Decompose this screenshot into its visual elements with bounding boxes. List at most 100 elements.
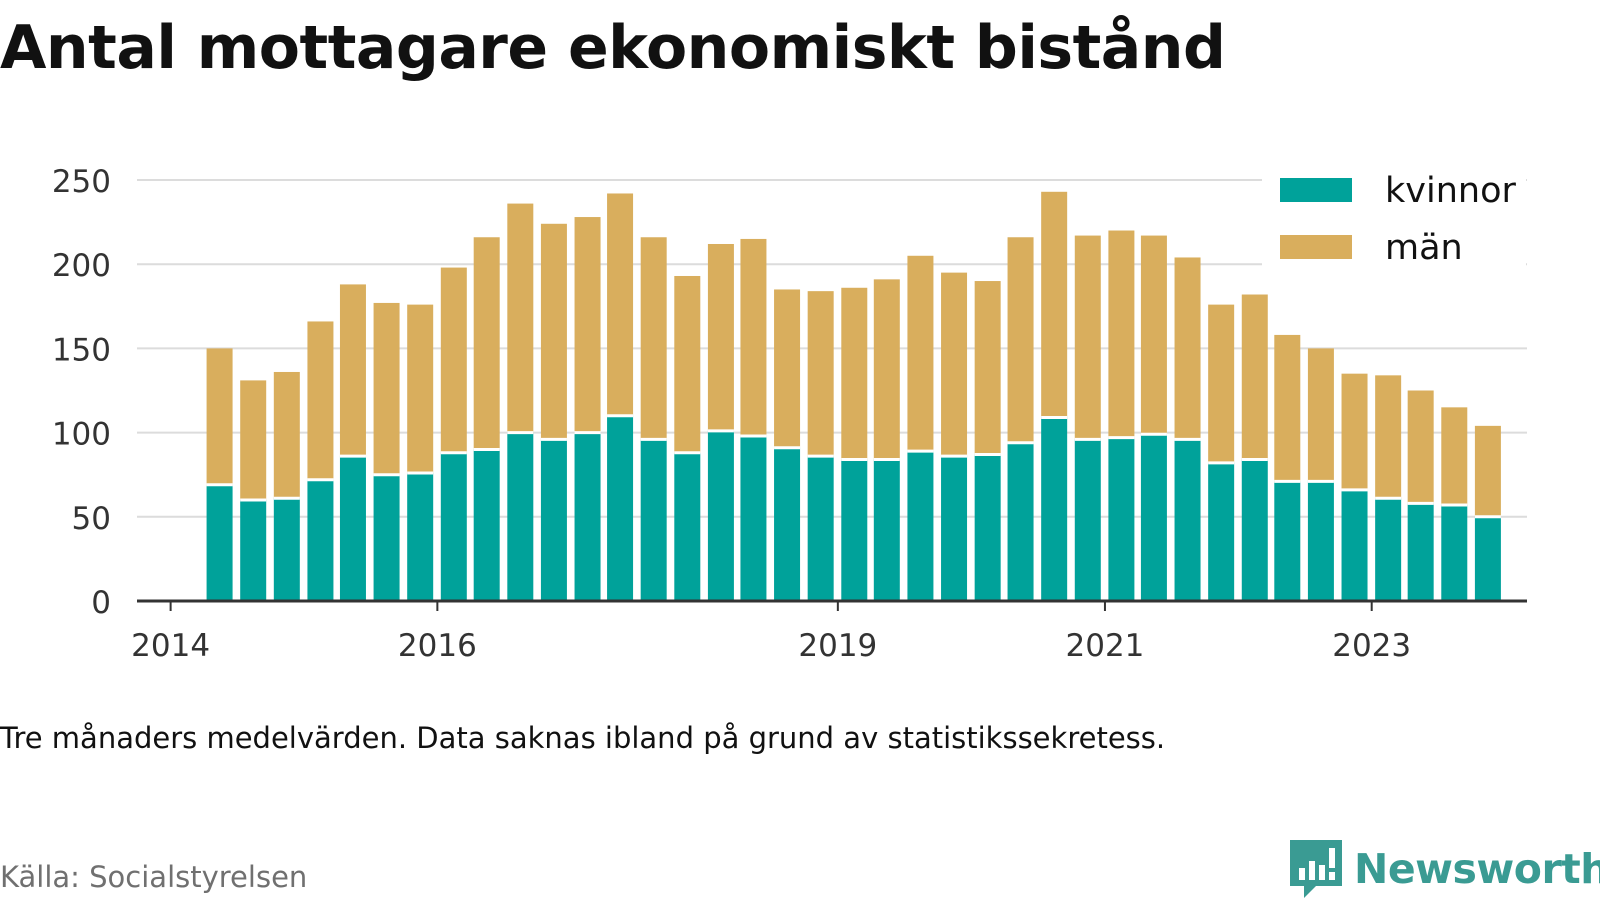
- legend: kvinnor män: [1262, 164, 1526, 272]
- bar-man: [674, 275, 701, 453]
- bar-man: [574, 217, 601, 433]
- bar-kvinnor: [240, 499, 267, 601]
- x-tick-label: 2019: [798, 628, 877, 664]
- bar-man: [507, 203, 534, 433]
- bar-kvinnor: [574, 432, 601, 601]
- bar-man: [407, 304, 434, 474]
- x-tick-label: 2014: [131, 628, 210, 664]
- bar-kvinnor: [440, 452, 467, 601]
- bar-man: [240, 380, 267, 500]
- bar-man: [873, 279, 900, 460]
- bar-kvinnor: [339, 456, 366, 601]
- bar-kvinnor: [273, 498, 300, 601]
- bar-kvinnor: [307, 479, 334, 601]
- bar-kvinnor: [507, 432, 534, 601]
- bar-man: [1174, 257, 1201, 440]
- chart-title: Antal mottagare ekonomiskt bistånd: [0, 13, 1226, 83]
- bar-man: [1108, 230, 1135, 438]
- bar-man: [1208, 304, 1235, 463]
- brand-name: Newsworthy: [1354, 845, 1600, 893]
- bar-kvinnor: [1174, 439, 1201, 601]
- bar-man: [273, 371, 300, 499]
- bar-man: [1407, 390, 1434, 504]
- bar-man: [540, 223, 567, 440]
- legend-label: män: [1385, 228, 1463, 268]
- bar-kvinnor: [1208, 462, 1235, 601]
- bar-man: [640, 237, 667, 440]
- bar-kvinnor: [407, 473, 434, 601]
- bar-kvinnor: [807, 456, 834, 601]
- brand-logo: Newsworthy: [1290, 840, 1600, 898]
- chart-note: Tre månaders medelvärden. Data saknas ib…: [0, 721, 1166, 755]
- bar-man: [339, 284, 366, 457]
- y-tick-label: 150: [52, 332, 111, 368]
- bar-man: [473, 237, 500, 450]
- bar-kvinnor: [1041, 417, 1068, 601]
- bar-kvinnor: [707, 430, 734, 601]
- bar-layer: [206, 191, 1501, 601]
- bar-man: [907, 255, 934, 452]
- bar-kvinnor: [640, 439, 667, 601]
- bar-kvinnor: [1274, 481, 1301, 601]
- bar-man: [607, 193, 634, 416]
- bar-kvinnor: [1140, 434, 1167, 601]
- bar-kvinnor: [1241, 459, 1268, 601]
- bar-kvinnor: [1474, 516, 1501, 601]
- bar-man: [1041, 191, 1068, 418]
- bar-kvinnor: [1341, 489, 1368, 601]
- bar-kvinnor: [1007, 442, 1034, 601]
- bar-man: [206, 348, 233, 485]
- bar-man: [807, 291, 834, 457]
- bar-man: [1241, 294, 1268, 460]
- y-tick-label: 250: [52, 164, 111, 200]
- bar-man: [707, 243, 734, 431]
- y-tick-label: 200: [52, 248, 111, 284]
- legend-swatch-kvinnor: [1280, 178, 1352, 202]
- y-tick-label: 50: [72, 501, 111, 537]
- axis-layer: 0 50 100 150 200 250 2014 2016 2019 2021 2023: [52, 164, 1527, 664]
- bar-man: [1307, 348, 1334, 482]
- bar-man: [841, 287, 868, 460]
- y-tick-label: 0: [91, 585, 111, 621]
- bar-kvinnor: [774, 447, 801, 601]
- x-tick-label: 2016: [398, 628, 477, 664]
- bar-man: [1007, 237, 1034, 443]
- bar-kvinnor: [473, 449, 500, 601]
- bar-kvinnor: [1307, 481, 1334, 601]
- source-label: Källa: Socialstyrelsen: [0, 860, 308, 894]
- bar-kvinnor: [1074, 439, 1101, 601]
- bar-kvinnor: [873, 459, 900, 601]
- x-tick-label: 2023: [1332, 628, 1411, 664]
- bar-kvinnor: [206, 484, 233, 601]
- bar-man: [440, 267, 467, 453]
- bar-man: [1074, 235, 1101, 440]
- bar-kvinnor: [740, 435, 767, 601]
- bar-kvinnor: [1407, 503, 1434, 601]
- bar-man: [1441, 407, 1468, 506]
- legend-swatch-man: [1280, 235, 1352, 259]
- legend-label: kvinnor: [1385, 171, 1516, 211]
- bar-kvinnor: [841, 459, 868, 601]
- bar-kvinnor: [607, 415, 634, 601]
- bar-man: [307, 321, 334, 480]
- bar-man: [974, 281, 1001, 455]
- brand-chat-bars-icon: [1290, 840, 1342, 898]
- bar-kvinnor: [1375, 498, 1402, 601]
- bar-kvinnor: [540, 439, 567, 601]
- y-tick-label: 100: [52, 417, 111, 453]
- bar-man: [373, 302, 400, 475]
- bar-man: [941, 272, 968, 457]
- bar-man: [774, 289, 801, 448]
- bar-man: [1274, 334, 1301, 482]
- bar-kvinnor: [941, 456, 968, 601]
- bar-man: [1341, 373, 1368, 490]
- bar-kvinnor: [674, 452, 701, 601]
- bar-man: [740, 238, 767, 436]
- bar-kvinnor: [1441, 505, 1468, 601]
- bar-kvinnor: [373, 474, 400, 601]
- x-tick-label: 2021: [1066, 628, 1145, 664]
- bar-kvinnor: [974, 454, 1001, 601]
- bar-man: [1474, 425, 1501, 517]
- bar-man: [1140, 235, 1167, 435]
